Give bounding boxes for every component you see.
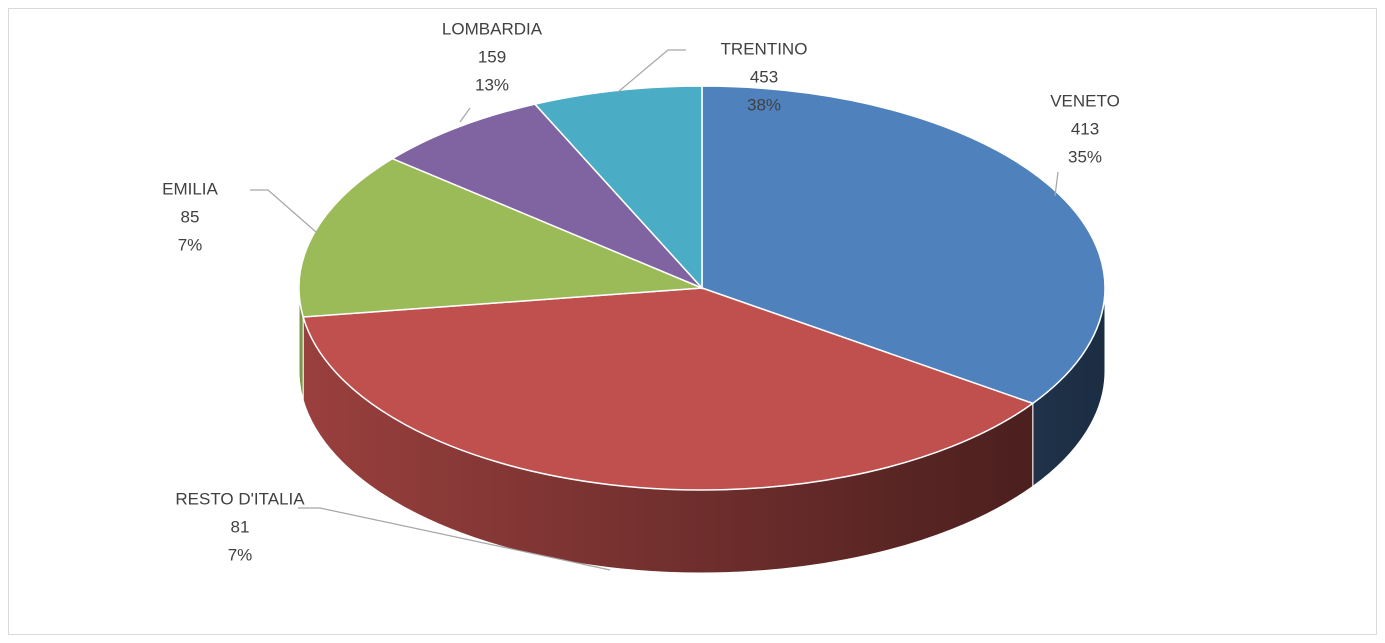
category-label: VENETO [1050, 91, 1120, 110]
category-label: LOMBARDIA [442, 19, 543, 38]
value-label: 453 [750, 67, 778, 86]
leader-line [617, 49, 686, 93]
pie-slice [390, 103, 703, 289]
value-label: 81 [231, 517, 250, 536]
percent-label: 13% [475, 75, 509, 94]
pie-slice [302, 287, 1035, 491]
pie-slice [533, 85, 703, 290]
value-label: 85 [181, 207, 200, 226]
leader-line [459, 107, 471, 123]
pie-tops [298, 85, 1106, 491]
percent-label: 7% [178, 235, 203, 254]
percent-label: 38% [747, 95, 781, 114]
pie-slice [298, 157, 703, 318]
leader-line [1054, 171, 1059, 197]
value-label: 159 [478, 47, 506, 66]
leader-line [298, 507, 611, 571]
data-labels: VENETO 413 35% TRENTINO 453 38% LOMBARDIA 159 13… [162, 19, 1120, 571]
category-label: RESTO D'ITALIA [175, 489, 305, 508]
leader-line [250, 189, 317, 233]
category-label: TRENTINO [721, 39, 808, 58]
percent-label: 7% [228, 545, 253, 564]
percent-label: 35% [1068, 147, 1102, 166]
category-label: EMILIA [162, 179, 218, 198]
pie-slice [701, 85, 1106, 405]
value-label: 413 [1071, 119, 1099, 138]
